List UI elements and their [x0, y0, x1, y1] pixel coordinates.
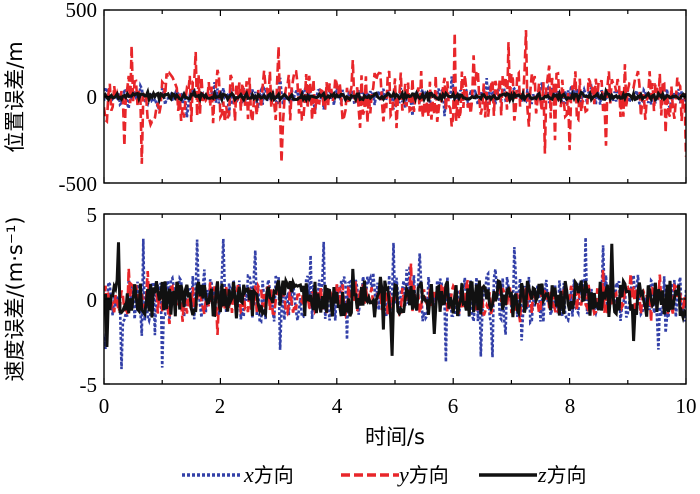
legend-x-label: x方向	[243, 462, 294, 487]
xtick-8: 8	[565, 394, 576, 418]
xtick-2: 2	[215, 394, 226, 418]
top-panel: 500 0 -500 位置误差/m	[3, 0, 687, 196]
xtick-0: 0	[99, 394, 110, 418]
bottom-ytick-5: 5	[87, 203, 98, 227]
top-ytick-neg500: -500	[59, 172, 98, 196]
series-z-velocity	[104, 242, 686, 356]
legend-y-label: y方向	[397, 462, 449, 487]
legend: x方向 y方向 z方向	[182, 462, 587, 487]
top-ylabel: 位置误差/m	[3, 41, 27, 153]
bottom-ytick-neg5: -5	[80, 373, 98, 397]
top-ytick-500: 500	[66, 0, 98, 22]
legend-z-label: z方向	[537, 462, 587, 487]
xtick-10: 10	[676, 394, 697, 418]
xtick-4: 4	[332, 394, 343, 418]
bottom-ytick-0: 0	[87, 288, 98, 312]
series-z-position	[104, 86, 686, 106]
bottom-panel: 5 0 -5 速度误差/(m·s⁻¹) 0 2 4 6 8 10 时间/s	[3, 203, 697, 449]
xlabel: 时间/s	[365, 425, 425, 449]
series-y-position	[104, 30, 686, 164]
top-ytick-0: 0	[87, 85, 98, 109]
xtick-6: 6	[448, 394, 459, 418]
bottom-ylabel: 速度误差/(m·s⁻¹)	[3, 216, 27, 381]
